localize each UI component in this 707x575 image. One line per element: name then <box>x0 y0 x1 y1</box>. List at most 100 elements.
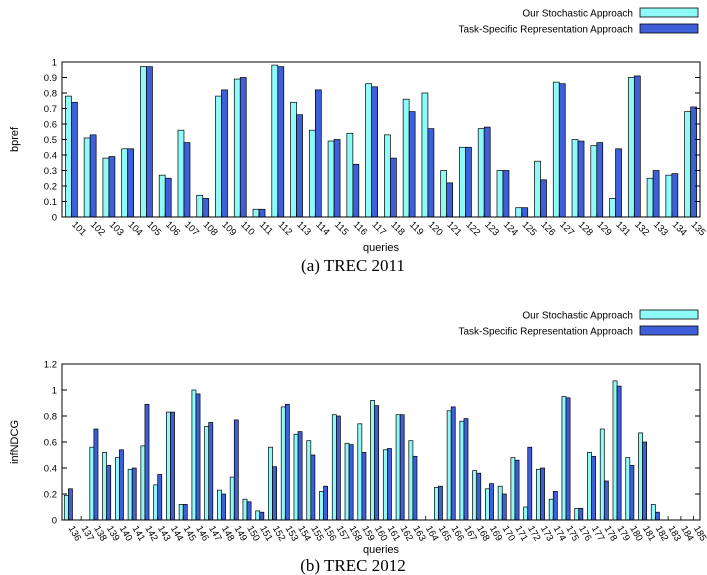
legend-label: Task-Specific Representation Approach <box>458 25 633 36</box>
bar-stochastic <box>306 440 312 521</box>
y-tick-label: 0.4 <box>44 464 57 475</box>
bar-stochastic <box>523 506 529 521</box>
x-tick-label: 176 <box>576 524 593 543</box>
bar-stochastic <box>536 468 541 521</box>
x-tick-label: 138 <box>91 524 108 543</box>
x-tick-label: 104 <box>126 219 145 238</box>
x-tick-label: 103 <box>107 219 126 238</box>
bar-stochastic <box>534 160 541 218</box>
x-tick-label: 141 <box>130 524 147 543</box>
x-tick-label: 115 <box>332 219 350 237</box>
x-axis-label: queries <box>363 242 400 254</box>
bar-task-specific <box>221 493 226 521</box>
x-tick-label: 133 <box>651 219 670 238</box>
bar-stochastic <box>627 77 635 218</box>
bar-stochastic <box>571 139 579 218</box>
bar-stochastic <box>290 101 297 218</box>
bar-task-specific <box>108 156 116 218</box>
bar-task-specific <box>408 111 416 218</box>
bar-task-specific <box>390 157 397 218</box>
bar-task-specific <box>527 446 533 521</box>
x-tick-label: 177 <box>589 524 606 543</box>
x-tick-label: 178 <box>602 524 619 543</box>
bar-stochastic <box>395 414 401 521</box>
x-tick-label: 146 <box>193 524 210 543</box>
bar-task-specific <box>310 454 316 521</box>
bar-stochastic <box>625 457 631 521</box>
x-tick-label: 175 <box>563 524 580 543</box>
bar-stochastic <box>638 432 643 521</box>
bar-stochastic <box>178 504 184 521</box>
bar-task-specific <box>323 485 329 521</box>
bar-stochastic <box>574 507 580 521</box>
bar-task-specific <box>195 393 201 521</box>
bar-stochastic <box>65 95 72 218</box>
bar-task-specific <box>296 114 303 218</box>
x-tick-label: 161 <box>385 524 402 543</box>
bar-task-specific <box>387 448 392 521</box>
bar-task-specific <box>233 419 239 521</box>
bar-task-specific <box>502 170 510 218</box>
bar-stochastic <box>684 111 691 218</box>
bar-task-specific <box>131 467 137 521</box>
legend: Our Stochastic Approach Task-Specific Rep… <box>458 7 699 36</box>
y-tick-label: 0 <box>52 213 57 224</box>
bar-task-specific <box>427 128 435 218</box>
y-tick-label: 0.9 <box>44 73 57 84</box>
bar-stochastic <box>158 174 166 218</box>
bar-stochastic <box>344 442 350 521</box>
bar-task-specific <box>514 459 520 521</box>
bar-stochastic <box>327 140 335 218</box>
y-tick-label: 0.2 <box>44 490 57 501</box>
bar-stochastic <box>646 177 654 218</box>
bar-task-specific <box>106 465 112 521</box>
x-tick-label: 137 <box>79 524 96 543</box>
y-tick-label: 0.7 <box>44 104 57 115</box>
x-tick-label: 125 <box>520 219 539 238</box>
x-tick-label: 105 <box>144 219 163 238</box>
chart-trec-2012: Our Stochastic Approach Task-Specific Rep… <box>9 309 707 575</box>
x-tick-label: 139 <box>104 524 121 543</box>
bar-task-specific <box>578 507 584 521</box>
bar-stochastic <box>477 128 485 218</box>
legend-swatch <box>639 7 699 18</box>
x-tick-label: 119 <box>407 219 425 237</box>
bar-task-specific <box>157 474 163 521</box>
bar-stochastic <box>268 446 273 521</box>
bar-task-specific <box>633 75 641 218</box>
bar-task-specific <box>374 405 380 521</box>
x-tick-label: 147 <box>206 524 223 543</box>
bar-task-specific <box>348 444 354 521</box>
figure-caption: (b) TREC 2012 <box>300 556 405 575</box>
x-tick-label: 159 <box>359 524 376 543</box>
y-tick-label: 1 <box>52 386 57 397</box>
bar-task-specific <box>446 182 454 218</box>
x-tick-label: 158 <box>347 524 364 543</box>
x-tick-label: 150 <box>244 524 261 543</box>
x-tick-label: 114 <box>313 219 331 237</box>
x-tick-label: 181 <box>640 524 657 543</box>
bar-task-specific <box>284 403 290 521</box>
bar-task-specific <box>239 77 247 218</box>
x-tick-label: 126 <box>538 219 557 238</box>
x-tick-label: 113 <box>294 219 312 237</box>
y-tick-label: 0.5 <box>44 135 57 146</box>
bar-stochastic <box>408 440 414 521</box>
bar-stochastic <box>83 137 91 218</box>
bar-task-specific <box>654 511 660 521</box>
x-tick-label: 129 <box>595 219 614 238</box>
bar-stochastic <box>515 207 523 218</box>
bar-stochastic <box>319 491 324 521</box>
x-tick-label: 107 <box>182 219 201 238</box>
bar-stochastic <box>548 498 554 521</box>
bar-stochastic <box>357 423 363 521</box>
bar-task-specific <box>501 493 507 521</box>
bar-stochastic <box>191 389 197 521</box>
x-tick-label: 171 <box>512 524 529 543</box>
bar-stochastic <box>402 98 410 218</box>
x-tick-label: 151 <box>257 524 274 543</box>
x-tick-label: 109 <box>219 219 238 238</box>
legend-swatch <box>639 309 699 320</box>
bar-task-specific <box>259 511 265 521</box>
bar-stochastic <box>114 457 120 521</box>
